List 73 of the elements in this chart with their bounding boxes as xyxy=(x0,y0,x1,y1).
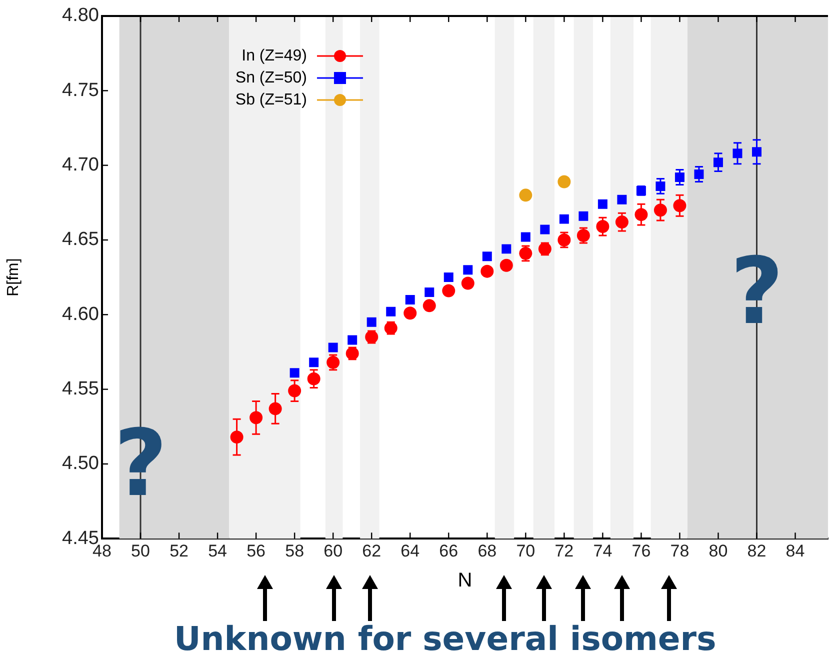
y-tick-label: 4.60 xyxy=(62,304,99,325)
point xyxy=(309,358,319,368)
point xyxy=(752,147,762,157)
x-tick-label: 72 xyxy=(554,541,574,560)
point xyxy=(634,208,648,222)
x-tick-label: 56 xyxy=(246,541,266,560)
point xyxy=(442,284,456,298)
legend-label: Sb (Z=51) xyxy=(235,91,307,108)
point xyxy=(656,181,666,191)
y-tick-label: 4.75 xyxy=(62,80,99,101)
point xyxy=(461,276,474,290)
x-tick-label: 50 xyxy=(131,541,150,560)
point xyxy=(424,287,434,297)
point xyxy=(674,172,684,182)
point xyxy=(480,264,494,278)
point xyxy=(615,216,628,229)
y-tick-label: 4.50 xyxy=(62,453,99,474)
point xyxy=(328,342,338,352)
point xyxy=(405,294,415,304)
point xyxy=(694,170,704,180)
point xyxy=(422,299,436,312)
y-tick-label: 4.70 xyxy=(62,154,99,176)
x-tick-label: 80 xyxy=(708,541,728,560)
y-tick-label: 4.55 xyxy=(62,378,99,400)
point xyxy=(500,258,513,272)
x-tick-label: 52 xyxy=(170,541,188,560)
x-tick-label: 54 xyxy=(208,541,228,560)
point xyxy=(444,272,454,282)
point xyxy=(596,220,610,234)
point xyxy=(654,204,667,217)
point xyxy=(482,252,492,262)
point xyxy=(520,232,530,242)
y-tick-label: 4.80 xyxy=(62,5,99,26)
x-tick-label: 64 xyxy=(400,541,420,560)
x-tick-label: 62 xyxy=(362,541,382,560)
point xyxy=(673,199,686,212)
point xyxy=(713,158,723,168)
legend-label: In (Z=49) xyxy=(242,47,307,64)
y-axis-title: R[fm] xyxy=(5,258,22,296)
point xyxy=(404,306,417,320)
x-tick-label: 74 xyxy=(593,541,612,560)
x-tick-label: 66 xyxy=(439,541,458,560)
point xyxy=(290,368,300,378)
point xyxy=(732,148,742,158)
point xyxy=(230,430,244,444)
x-tick-label: 76 xyxy=(632,541,651,560)
point xyxy=(288,384,302,398)
legend-label: Sn (Z=50) xyxy=(235,69,307,86)
x-tick-label: 58 xyxy=(285,541,304,560)
x-tick-label: 70 xyxy=(516,541,536,560)
point xyxy=(578,211,588,221)
x-tick-label: 78 xyxy=(670,541,690,560)
x-tick-label: 82 xyxy=(747,541,766,560)
point xyxy=(348,335,358,345)
point xyxy=(558,175,571,188)
point xyxy=(502,244,512,254)
point xyxy=(540,224,550,234)
point xyxy=(386,306,396,316)
x-tick-label: 84 xyxy=(786,541,805,560)
point xyxy=(519,188,532,202)
point xyxy=(463,265,473,275)
point xyxy=(268,402,282,416)
point xyxy=(250,411,263,424)
y-tick-label: 4.65 xyxy=(62,229,99,250)
point xyxy=(307,372,320,386)
point xyxy=(366,317,376,327)
point xyxy=(598,199,608,209)
x-axis-title: N xyxy=(458,570,472,592)
point xyxy=(559,214,569,224)
text: Unknown for several isomers xyxy=(174,619,716,658)
point xyxy=(617,194,627,204)
x-tick-label: 68 xyxy=(478,541,497,560)
x-tick-label: 60 xyxy=(324,541,343,560)
